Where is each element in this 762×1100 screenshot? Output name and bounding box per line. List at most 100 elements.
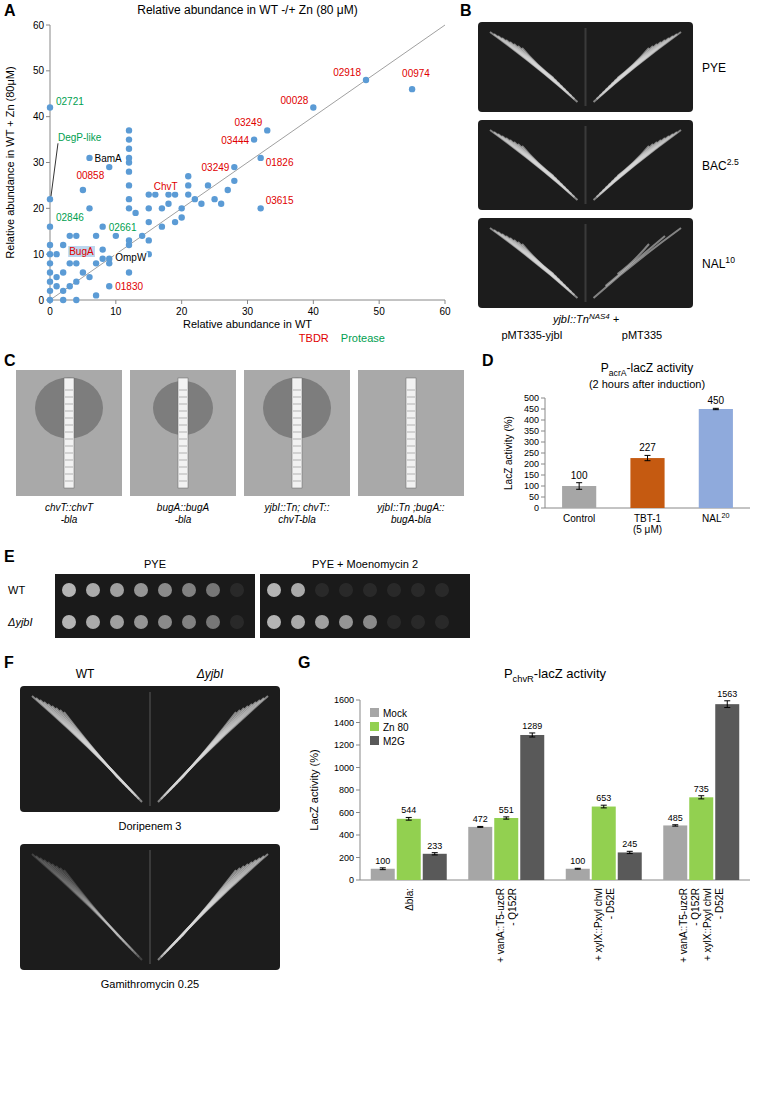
y-tick-label: 450	[524, 404, 539, 414]
point	[165, 201, 171, 207]
y-tick-label: 1200	[334, 740, 354, 750]
growth-streak	[182, 870, 236, 936]
label-part: yjbI::Tn	[552, 313, 589, 325]
legend-label: Zn 80	[383, 722, 409, 733]
spot	[62, 615, 76, 629]
label-patch	[57, 132, 103, 143]
growth-streak	[170, 704, 252, 790]
plate	[478, 22, 693, 112]
point	[132, 210, 138, 216]
y-tick-label: 1000	[334, 763, 354, 773]
error-cap	[529, 737, 535, 738]
bar	[468, 827, 492, 880]
point	[198, 201, 204, 207]
point	[126, 146, 132, 152]
bar	[592, 807, 616, 880]
spot	[62, 583, 76, 597]
growth-streak	[600, 134, 674, 194]
strip-scale	[407, 390, 415, 391]
growth-streak	[618, 48, 650, 78]
data-label: 450	[707, 395, 724, 406]
y-tick-label: 50	[33, 65, 45, 76]
category-label: TBT-1(5 μM)	[633, 513, 662, 535]
row-label: Doripenem 3	[119, 820, 182, 832]
growth-streak	[494, 34, 575, 99]
label-part: NAL	[702, 513, 722, 524]
chart-subtitle: (2 hours after induction)	[589, 378, 705, 390]
y-tick	[356, 835, 360, 836]
growth-streak	[48, 704, 130, 790]
point	[53, 274, 59, 280]
growth-streak	[514, 44, 560, 84]
point	[80, 269, 86, 275]
point	[67, 233, 73, 239]
error-cap	[724, 707, 730, 708]
key-label: Protease	[341, 332, 385, 344]
point	[251, 136, 257, 142]
spot	[206, 583, 220, 597]
growth-streak	[510, 238, 563, 283]
plate	[20, 686, 280, 812]
error-cap	[601, 805, 607, 806]
spot	[134, 583, 148, 597]
growth-streak	[506, 138, 566, 188]
label-line: (5 μM)	[633, 524, 662, 535]
panel-letter: C	[4, 352, 16, 369]
error-cap	[698, 795, 704, 796]
point	[126, 205, 132, 211]
label-part: 20	[722, 511, 730, 520]
point	[178, 205, 184, 211]
plate	[478, 120, 693, 210]
figure: ARelative abundance in WT -/+ Zn (80 μM)…	[0, 0, 762, 1100]
point	[264, 127, 270, 133]
point	[211, 196, 217, 202]
point	[60, 288, 66, 294]
strip-scale	[407, 467, 415, 468]
point	[225, 187, 231, 193]
annotation: BugA	[69, 246, 94, 257]
growth-streak	[56, 708, 124, 784]
point	[60, 269, 66, 275]
growth-streak	[32, 696, 142, 802]
label-part: NAS4	[589, 312, 610, 321]
identity-line	[50, 25, 445, 300]
error-cap	[380, 869, 386, 870]
strip-scale	[179, 481, 187, 482]
error-bar	[380, 868, 386, 870]
label-patch	[108, 222, 138, 233]
point	[126, 269, 132, 275]
point	[47, 242, 53, 248]
growth-streak	[173, 864, 248, 945]
chart-title: Relative abundance in WT -/+ Zn (80 μM)	[137, 3, 357, 17]
label-line: + vanA::T5-uzcR	[678, 888, 689, 963]
growth-streak	[606, 40, 666, 90]
data-label: 653	[596, 793, 611, 803]
y-tick	[356, 745, 360, 746]
error-cap	[575, 868, 581, 869]
error-cap	[503, 816, 509, 817]
y-tick	[541, 497, 545, 498]
label-line: yjbI::Tn ;bugA::	[376, 502, 444, 513]
x-tick-label: 40	[308, 306, 320, 317]
spot	[387, 615, 401, 629]
point	[47, 288, 53, 294]
etest-photo	[16, 370, 122, 496]
growth-streak	[612, 44, 658, 84]
row-label: PYE	[702, 61, 726, 75]
growth-streak	[490, 228, 578, 298]
spot	[411, 615, 425, 629]
annotation: DegP-like	[58, 132, 102, 143]
point	[93, 233, 99, 239]
strip-scale	[65, 411, 73, 412]
etest-photo	[130, 370, 236, 496]
label-line: + xylX::Pxyl chvI	[593, 888, 604, 961]
growth-streak	[502, 136, 569, 191]
plate-divider	[585, 126, 587, 204]
spot	[158, 615, 172, 629]
label-line: + xylX::Pxyl chvI	[702, 888, 713, 961]
label-part: -lacZ activity	[534, 666, 607, 681]
point	[47, 278, 53, 284]
bar	[562, 486, 596, 508]
y-tick	[356, 767, 360, 768]
y-tick	[541, 464, 545, 465]
